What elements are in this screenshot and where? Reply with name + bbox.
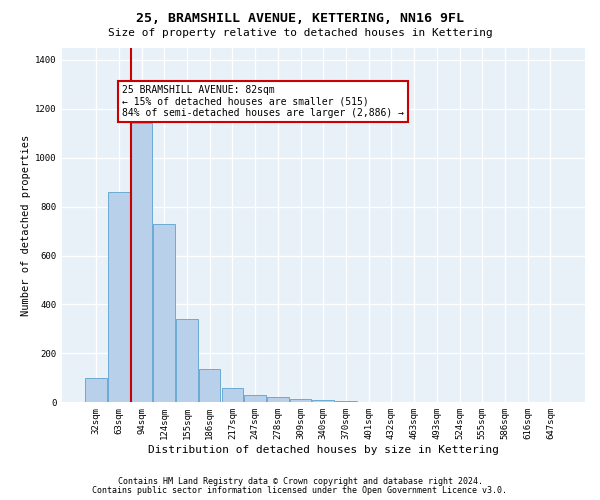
Bar (85, 378, 107, 402)
Text: Contains public sector information licensed under the Open Government Licence v3: Contains public sector information licen… (92, 486, 508, 495)
Bar (313, 400, 334, 402)
Bar (131, 124, 152, 402)
Bar (199, 370, 220, 402)
Bar (244, 395, 266, 402)
Bar (335, 401, 357, 402)
Bar (108, 192, 130, 402)
Text: 25 BRAMSHILL AVENUE: 82sqm
← 15% of detached houses are smaller (515)
84% of sem: 25 BRAMSHILL AVENUE: 82sqm ← 15% of deta… (122, 85, 404, 118)
Text: Contains HM Land Registry data © Crown copyright and database right 2024.: Contains HM Land Registry data © Crown c… (118, 477, 482, 486)
Y-axis label: Number of detached properties: Number of detached properties (21, 134, 31, 316)
Bar (221, 388, 243, 402)
Text: 25, BRAMSHILL AVENUE, KETTERING, NN16 9FL: 25, BRAMSHILL AVENUE, KETTERING, NN16 9F… (136, 12, 464, 26)
Bar (267, 398, 289, 402)
Text: Size of property relative to detached houses in Kettering: Size of property relative to detached ho… (107, 28, 493, 38)
Bar (176, 319, 198, 402)
Bar (154, 224, 175, 402)
Bar (290, 398, 311, 402)
X-axis label: Distribution of detached houses by size in Kettering: Distribution of detached houses by size … (148, 445, 499, 455)
